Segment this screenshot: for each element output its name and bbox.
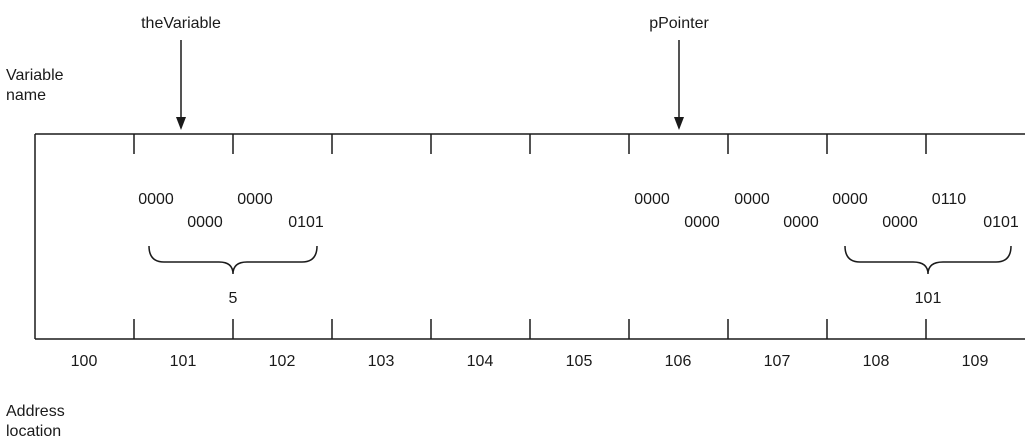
bits-thevariable-2: 0000	[237, 191, 273, 208]
address-label: 109	[962, 353, 989, 370]
address-location-label-line1: Address	[6, 403, 65, 420]
address-label: 100	[71, 353, 98, 370]
bits-ppointer-7: 0101	[983, 214, 1019, 231]
arrowhead-icon	[674, 117, 684, 130]
bits-ppointer-3: 0000	[783, 214, 819, 231]
arrowhead-icon	[176, 117, 186, 130]
bits-thevariable-1: 0000	[187, 214, 223, 231]
brace-ppointer	[844, 245, 1012, 275]
address-label: 106	[665, 353, 692, 370]
value-ppointer: 101	[915, 290, 942, 307]
address-label: 105	[566, 353, 593, 370]
variable-name-label-line1: Variable	[6, 67, 64, 84]
address-location-label-line2: location	[6, 423, 62, 440]
address-label: 104	[467, 353, 494, 370]
address-label: 108	[863, 353, 890, 370]
bits-thevariable-0: 0000	[138, 191, 174, 208]
bits-ppointer-0: 0000	[634, 191, 670, 208]
bits-ppointer-4: 0000	[832, 191, 868, 208]
bits-ppointer-2: 0000	[734, 191, 770, 208]
value-thevariable: 5	[229, 290, 238, 307]
address-label: 103	[368, 353, 395, 370]
address-label: 107	[764, 353, 791, 370]
pointer-label-ppointer: pPointer	[649, 15, 709, 32]
address-label: 101	[170, 353, 197, 370]
address-label: 102	[269, 353, 296, 370]
bits-ppointer-5: 0000	[882, 214, 918, 231]
bits-ppointer-6: 0110	[932, 191, 967, 208]
pointer-label-thevariable: theVariable	[141, 15, 221, 32]
bits-ppointer-1: 0000	[684, 214, 720, 231]
variable-name-label-line2: name	[6, 87, 47, 104]
brace-thevariable	[148, 245, 318, 275]
bits-thevariable-3: 0101	[288, 214, 324, 231]
